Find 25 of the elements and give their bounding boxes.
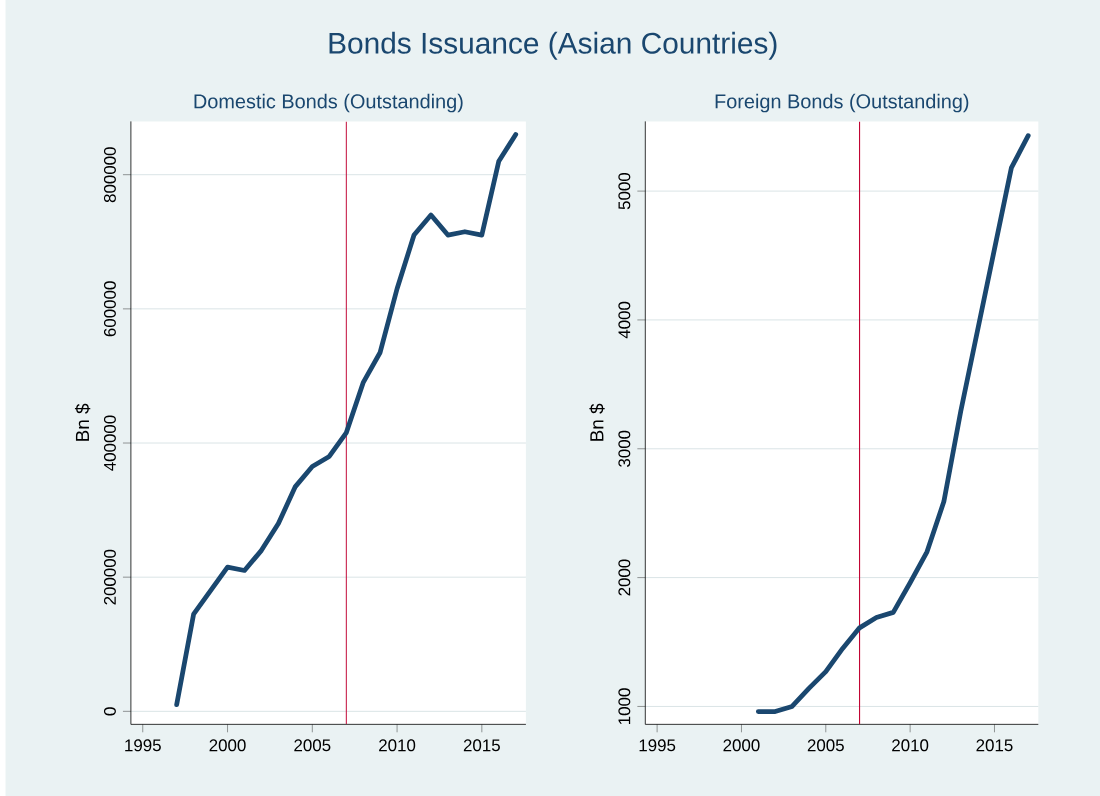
y-tick-label: 200000 xyxy=(103,549,116,605)
x-tick-label: 2005 xyxy=(294,739,331,752)
y-tick-label: 400000 xyxy=(103,415,116,471)
x-tick-label: 2000 xyxy=(209,739,246,752)
chart-subtitle: Domestic Bonds (Outstanding) xyxy=(194,93,463,113)
y-tick-label: 800000 xyxy=(103,147,116,203)
y-axis-title: Bn $ xyxy=(589,403,605,441)
x-tick-label: 2000 xyxy=(723,739,760,752)
x-tick-label: 2005 xyxy=(807,739,844,752)
x-tick-label: 1995 xyxy=(639,739,676,752)
y-tick-label: 3000 xyxy=(618,430,631,467)
x-tick-label: 2015 xyxy=(463,739,500,752)
x-tick-label: 2010 xyxy=(379,739,416,752)
y-tick-label: 0 xyxy=(103,707,116,716)
x-tick-label: 2010 xyxy=(892,739,929,752)
y-tick-label: 2000 xyxy=(618,559,631,596)
y-tick-label: 1000 xyxy=(618,688,631,724)
y-tick-label: 600000 xyxy=(103,281,116,337)
y-axis-title: Bn $ xyxy=(74,403,91,441)
y-tick-label: 4000 xyxy=(618,301,631,339)
chart-title: Bonds Issuance (Asian Countries) xyxy=(329,31,777,60)
chart-subtitle: Foreign Bonds (Outstanding) xyxy=(715,93,969,113)
x-tick-label: 1995 xyxy=(125,739,161,752)
x-tick-label: 2015 xyxy=(976,739,1013,752)
y-tick-label: 5000 xyxy=(618,172,631,210)
